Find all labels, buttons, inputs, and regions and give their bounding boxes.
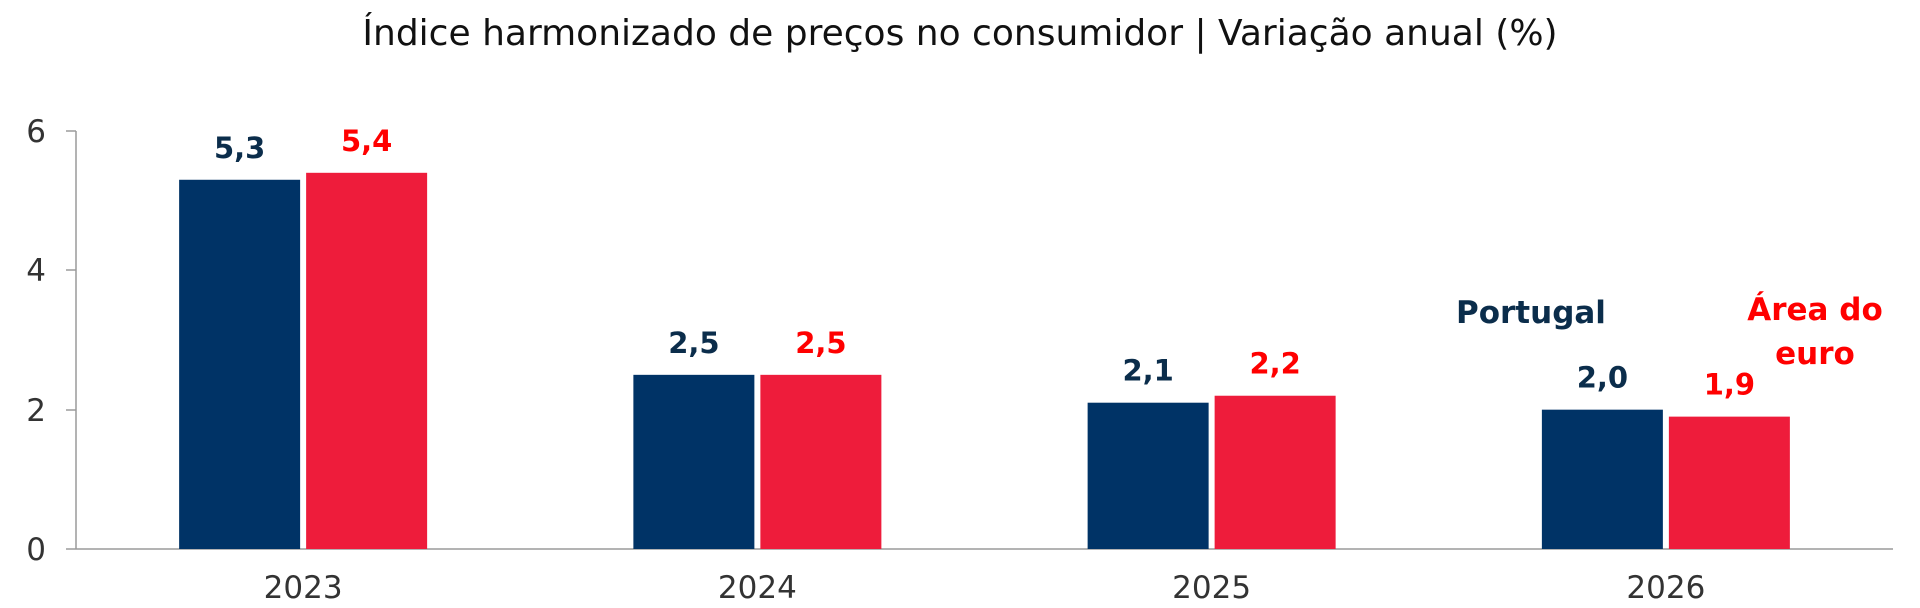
value-label-euro-2026: 1,9: [1704, 368, 1755, 402]
x-tick-label-2023: 2023: [264, 570, 343, 606]
legend-euro-line1: Área do: [1747, 292, 1883, 328]
value-label-portugal-2023: 5,3: [214, 131, 265, 165]
x-tick-label-2024: 2024: [718, 570, 797, 606]
bars-group: [179, 172, 1790, 550]
value-label-euro-2023: 5,4: [341, 124, 392, 158]
value-label-euro-2025: 2,2: [1249, 347, 1300, 381]
y-tick-label-0: 0: [26, 532, 46, 568]
value-label-portugal-2026: 2,0: [1577, 361, 1628, 395]
y-tick-label-3: 6: [26, 114, 46, 150]
legend-euro-line2: euro: [1775, 336, 1855, 372]
y-tick-label-2: 4: [26, 253, 46, 289]
value-label-euro-2024: 2,5: [795, 326, 846, 360]
bar-euro-2024: [760, 374, 882, 549]
bar-euro-2023: [306, 172, 428, 550]
y-ticks: 0 2 4 6: [26, 114, 76, 568]
x-labels-group: 2023 2024 2025 2026: [264, 570, 1706, 606]
bar-euro-2026: [1668, 416, 1790, 549]
legend: Portugal Área do euro: [1456, 292, 1883, 372]
legend-portugal: Portugal: [1456, 295, 1606, 331]
y-tick-label-1: 2: [26, 393, 46, 429]
x-tick-label-2026: 2026: [1626, 570, 1705, 606]
value-labels-group: 5,3 5,4 2,5 2,5 2,1 2,2 2,0 1,9: [214, 124, 1755, 402]
bar-portugal-2026: [1541, 409, 1663, 549]
bar-portugal-2023: [179, 179, 301, 549]
value-label-portugal-2024: 2,5: [668, 326, 719, 360]
bar-portugal-2025: [1087, 402, 1209, 549]
chart-title: Índice harmonizado de preços no consumid…: [362, 12, 1557, 54]
bar-euro-2025: [1214, 395, 1336, 549]
bar-portugal-2024: [633, 374, 755, 549]
x-tick-label-2025: 2025: [1172, 570, 1251, 606]
value-label-portugal-2025: 2,1: [1122, 354, 1173, 388]
